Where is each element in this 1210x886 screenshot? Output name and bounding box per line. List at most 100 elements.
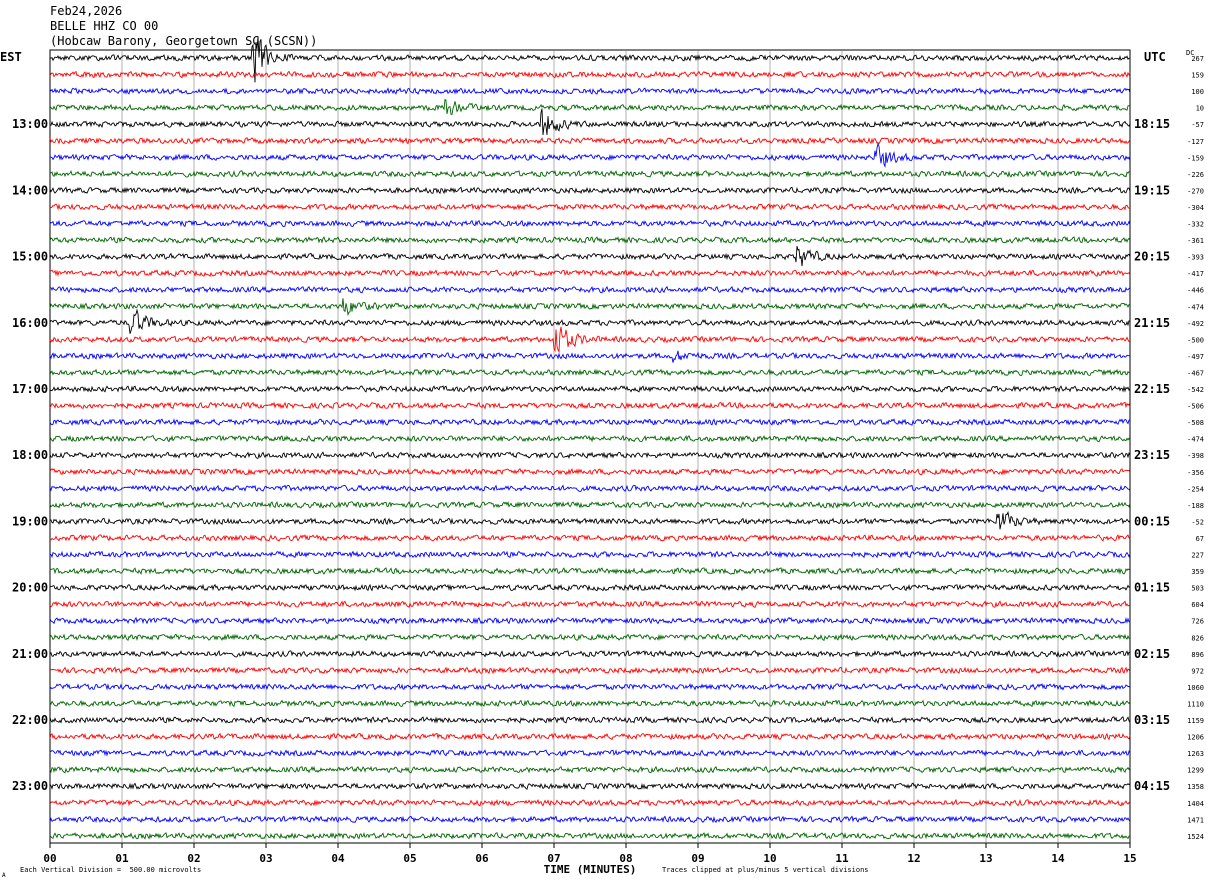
- station-date: Feb24,2026: [50, 4, 123, 18]
- dc-offset-label: -398: [1187, 452, 1204, 460]
- hour-label-local: 22:00: [12, 713, 48, 727]
- dc-offset-label: 227: [1191, 552, 1204, 560]
- hour-label-utc: 00:15: [1134, 514, 1170, 528]
- hour-label-utc: 03:15: [1134, 713, 1170, 727]
- trace-line: [49, 550, 1131, 559]
- dc-offset-label: 1159: [1187, 717, 1204, 725]
- dc-offset-label: 359: [1191, 568, 1204, 576]
- trace-line: [49, 434, 1131, 443]
- dc-offset-label: 1263: [1187, 750, 1204, 758]
- hour-label-local: 15:00: [12, 250, 48, 264]
- trace-line: [49, 308, 1131, 334]
- trace-line: [49, 142, 1131, 168]
- dc-offset-label: 159: [1191, 72, 1204, 80]
- dc-offset-label: 503: [1191, 585, 1204, 593]
- x-tick-label: 11: [835, 852, 849, 865]
- trace-line: [49, 401, 1131, 410]
- x-tick-label: 14: [1051, 852, 1065, 865]
- dc-offset-label: -52: [1191, 518, 1204, 526]
- dc-offset-label: 1358: [1187, 783, 1204, 791]
- trace-line: [50, 534, 1131, 542]
- trace-line: [49, 236, 1131, 244]
- trace-line: [49, 219, 1131, 228]
- corner-mark: A: [2, 872, 6, 879]
- dc-offset-label: -542: [1187, 386, 1204, 394]
- trace-line: [49, 169, 1131, 178]
- dc-offset-label: -500: [1187, 336, 1204, 344]
- x-axis-label: TIME (MINUTES): [544, 863, 637, 876]
- trace-line: [49, 285, 1131, 294]
- dc-offset-label: 604: [1191, 601, 1204, 609]
- dc-offset-label: 1299: [1187, 767, 1204, 775]
- x-tick-label: 09: [691, 852, 704, 865]
- x-tick-label: 04: [331, 852, 345, 865]
- dc-offset-label: 826: [1191, 634, 1204, 642]
- trace-line: [49, 467, 1131, 476]
- hour-label-local: 16:00: [12, 316, 48, 330]
- dc-offset-label: -226: [1187, 171, 1204, 179]
- hour-label-local: 13:00: [12, 117, 48, 131]
- hour-label-local: 21:00: [12, 647, 48, 661]
- x-tick-label: 15: [1123, 852, 1136, 865]
- trace-line: [49, 815, 1131, 824]
- dc-offset-label: 896: [1191, 651, 1204, 659]
- dc-offset-label: -332: [1187, 221, 1204, 229]
- hour-label-utc: 18:15: [1134, 117, 1170, 131]
- dc-offset-label: -492: [1187, 320, 1204, 328]
- x-tick-label: 13: [979, 852, 992, 865]
- plot-frame: [49, 49, 1131, 844]
- hour-label-utc: 01:15: [1134, 581, 1170, 595]
- division-note: Each Vertical Division = 500.00 microvol…: [20, 866, 202, 874]
- dc-offset-label: 267: [1191, 55, 1204, 63]
- trace-line: [49, 699, 1131, 708]
- hour-label-utc: 20:15: [1134, 250, 1170, 264]
- trace-line: [49, 633, 1131, 641]
- hour-label-utc: 04:15: [1134, 779, 1170, 793]
- trace-line: [49, 108, 1131, 136]
- trace-line: [49, 649, 1131, 658]
- hour-label-local: 19:00: [12, 514, 48, 528]
- trace-line: [49, 749, 1131, 758]
- trace-layer: [49, 36, 1131, 840]
- dc-offset-label: -393: [1187, 254, 1204, 262]
- x-tick-label: 00: [43, 852, 56, 865]
- dc-offset-label: 726: [1191, 618, 1204, 626]
- x-tick-label: 01: [115, 852, 129, 865]
- dc-offset-label: 1471: [1187, 816, 1204, 824]
- x-tick-label: 06: [475, 852, 489, 865]
- trace-line: [49, 782, 1131, 790]
- dc-offset-label: -159: [1187, 154, 1204, 162]
- hour-label-utc: 22:15: [1134, 382, 1170, 396]
- trace-line: [49, 368, 1131, 377]
- dc-offset-label: -446: [1187, 287, 1204, 295]
- hour-label-utc: 19:15: [1134, 183, 1170, 197]
- trace-line: [49, 798, 1131, 807]
- x-tick-label: 10: [763, 852, 776, 865]
- trace-line: [49, 70, 1131, 79]
- trace-line: [49, 418, 1131, 427]
- timezone-left: EST: [0, 50, 22, 64]
- trace-line: [49, 600, 1131, 608]
- hour-label-local: 17:00: [12, 382, 48, 396]
- hour-label-utc: 23:15: [1134, 448, 1170, 462]
- dc-offset-label: 1206: [1187, 734, 1204, 742]
- dc-offset-label: -127: [1187, 138, 1204, 146]
- hour-label-local: 18:00: [12, 448, 48, 462]
- x-tick-label: 08: [619, 852, 632, 865]
- dc-offset-label: -506: [1187, 403, 1204, 411]
- dc-offset-label: -474: [1187, 303, 1204, 311]
- trace-line: [49, 500, 1131, 509]
- trace-line: [49, 683, 1131, 691]
- dc-offset-label: 1404: [1187, 800, 1204, 808]
- x-tick-label: 07: [547, 852, 560, 865]
- dc-offset-header: DC: [1186, 49, 1195, 57]
- x-tick-label: 12: [907, 852, 920, 865]
- dc-offset-label: -254: [1187, 485, 1204, 493]
- trace-line: [49, 245, 1131, 267]
- dc-offset-label: 972: [1191, 667, 1204, 675]
- hour-label-utc: 02:15: [1134, 647, 1170, 661]
- trace-line: [49, 732, 1131, 741]
- hour-label-utc: 21:15: [1134, 316, 1170, 330]
- dc-offset-label: -474: [1187, 436, 1204, 444]
